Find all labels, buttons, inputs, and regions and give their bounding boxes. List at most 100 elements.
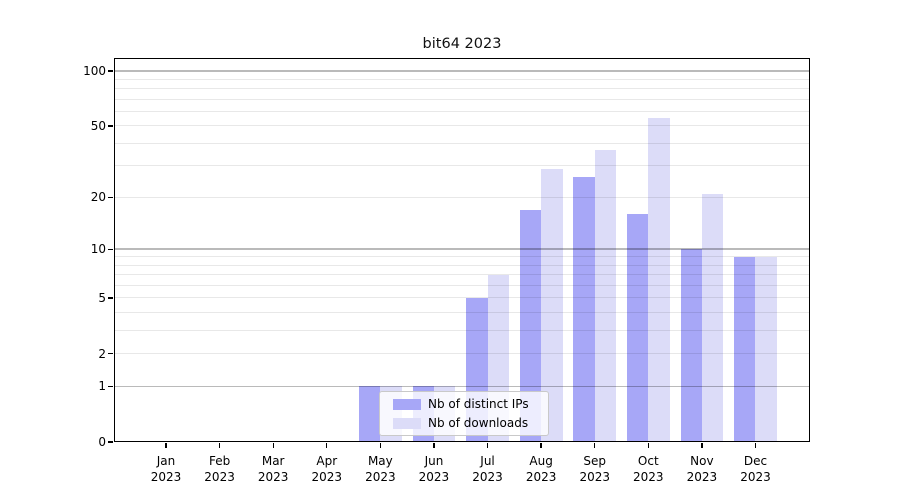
x-tick-month: Jul: [480, 454, 495, 468]
x-tick-mark: [272, 443, 274, 448]
minor-gridline: [115, 98, 809, 100]
minor-gridline: [115, 88, 809, 90]
legend-row: Nb of downloads: [393, 416, 548, 430]
x-tick-year: 2023: [472, 470, 503, 484]
legend-label: Nb of distinct IPs: [428, 397, 529, 411]
minor-gridline: [115, 330, 809, 332]
x-tick-label: Apr 2023: [295, 453, 359, 485]
x-tick-label: Mar 2023: [241, 453, 305, 485]
legend-swatch: [393, 417, 421, 429]
x-tick-label: Aug 2023: [509, 453, 573, 485]
x-tick-mark: [379, 443, 381, 448]
bar-ips-dec: [734, 256, 756, 442]
bar-downloads-nov: [701, 193, 724, 442]
x-tick-year: 2023: [633, 470, 664, 484]
x-tick-mark: [754, 443, 757, 448]
bar-ips-aug: [519, 209, 542, 442]
x-tick-year: 2023: [365, 470, 396, 484]
x-tick-label: Oct 2023: [616, 453, 680, 485]
y-tick-label: 10: [90, 242, 106, 257]
y-tick-label: 2: [98, 346, 106, 361]
x-tick-year: 2023: [740, 470, 771, 484]
y-tick-mark: [108, 196, 113, 198]
y-tick-label: 5: [98, 290, 106, 305]
bar-ips-nov: [680, 249, 702, 442]
minor-gridline: [115, 264, 809, 266]
major-gridline: [115, 70, 809, 72]
x-tick-label: Jul 2023: [456, 453, 520, 485]
x-tick-year: 2023: [418, 470, 450, 484]
y-tick-label: 0: [98, 435, 106, 449]
minor-gridline: [115, 111, 809, 113]
legend: Nb of distinct IPs Nb of downloads: [379, 391, 549, 436]
minor-gridline: [115, 256, 809, 258]
x-tick-mark: [647, 443, 649, 448]
x-tick-mark: [326, 443, 328, 448]
minor-gridline: [115, 142, 809, 144]
x-tick-label: Feb 2023: [188, 453, 252, 485]
x-tick-label: Dec 2023: [723, 453, 787, 485]
y-tick-label: 100: [83, 63, 106, 78]
bar-downloads-oct: [648, 118, 670, 442]
bar-ips-may: [358, 386, 381, 442]
bar-downloads-dec: [755, 256, 777, 442]
y-tick-mark: [108, 353, 113, 355]
bar-ips-sep: [573, 177, 595, 442]
legend-swatch: [393, 398, 421, 410]
minor-gridline: [115, 165, 809, 167]
minor-gridline: [115, 312, 809, 314]
minor-gridline: [115, 353, 809, 355]
x-tick-label: Nov 2023: [670, 453, 734, 485]
x-tick-year: 2023: [150, 470, 182, 484]
x-tick-year: 2023: [525, 470, 557, 484]
x-tick-month: Aug: [529, 454, 553, 468]
legend-row: Nb of distinct IPs: [393, 397, 548, 411]
y-tick-label: 1: [98, 379, 106, 394]
x-tick-year: 2023: [204, 470, 235, 484]
x-tick-month: Mar: [261, 454, 285, 468]
x-tick-label: Jun 2023: [402, 453, 466, 485]
x-tick-month: Sep: [583, 454, 607, 468]
x-tick-month: Jan: [156, 454, 176, 468]
minor-gridline: [115, 78, 809, 80]
x-tick-label: Sep 2023: [563, 453, 627, 485]
x-tick-mark: [701, 443, 703, 448]
x-tick-year: 2023: [257, 470, 289, 484]
x-tick-mark: [433, 443, 435, 448]
major-gridline: [115, 385, 809, 388]
y-tick-mark: [108, 248, 113, 250]
y-tick-mark: [108, 125, 113, 127]
x-tick-month: Apr: [316, 454, 338, 468]
x-tick-year: 2023: [579, 470, 610, 484]
y-tick-mark: [108, 297, 113, 299]
y-tick-label: 20: [90, 190, 106, 205]
x-tick-mark: [594, 443, 596, 448]
x-tick-year: 2023: [686, 470, 718, 484]
x-tick-mark: [486, 443, 489, 448]
x-tick-month: Jun: [424, 454, 444, 468]
x-tick-mark: [540, 443, 542, 448]
x-tick-mark: [218, 443, 221, 448]
x-tick-month: Dec: [743, 454, 768, 468]
minor-gridline: [115, 285, 809, 287]
x-tick-label: May 2023: [348, 453, 412, 485]
minor-gridline: [115, 196, 809, 198]
minor-gridline: [115, 125, 809, 127]
x-tick-mark: [165, 443, 167, 448]
legend-label: Nb of downloads: [428, 416, 529, 430]
minor-gridline: [115, 274, 809, 276]
chart-title: bit64 2023: [422, 36, 502, 52]
y-tick-mark: [108, 385, 113, 387]
x-tick-month: May: [367, 454, 393, 468]
x-tick-month: Oct: [637, 454, 659, 468]
x-tick-label: Jan 2023: [134, 453, 198, 485]
minor-gridline: [115, 297, 809, 299]
bar-ips-oct: [626, 214, 649, 442]
y-tick-mark: [108, 70, 113, 72]
x-tick-month: Nov: [690, 454, 714, 468]
x-tick-year: 2023: [311, 470, 343, 484]
y-tick-mark: [108, 441, 113, 443]
major-gridline: [115, 248, 809, 250]
x-tick-month: Feb: [208, 454, 231, 468]
